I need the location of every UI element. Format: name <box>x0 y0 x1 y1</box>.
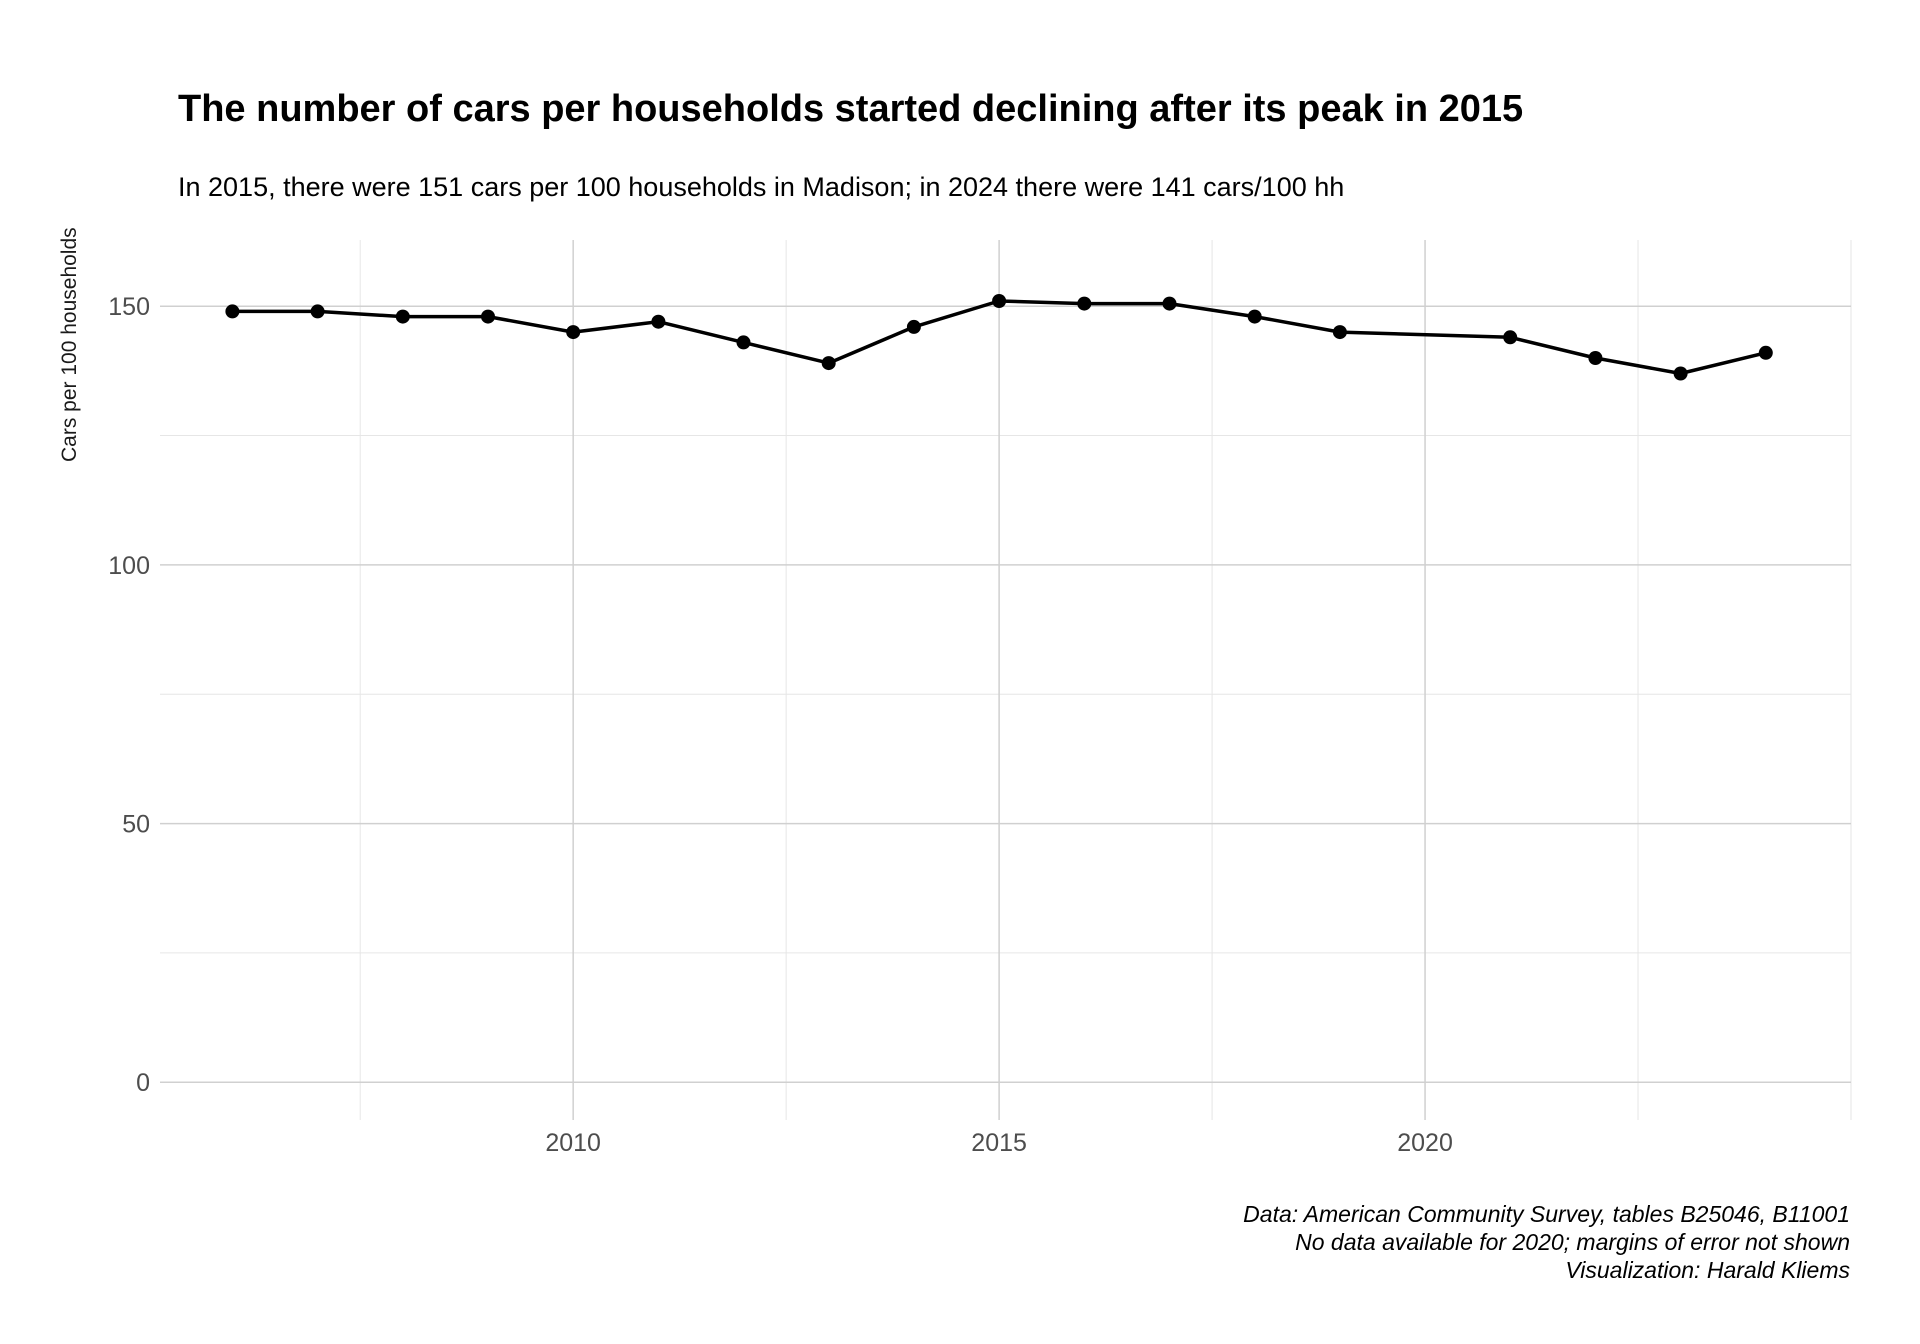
data-point <box>1758 345 1773 360</box>
data-point <box>310 304 325 319</box>
data-point <box>225 304 240 319</box>
data-point <box>566 325 581 340</box>
trend-line <box>230 299 1768 376</box>
data-point <box>1247 309 1262 324</box>
data-point <box>906 319 921 334</box>
page-title: The number of cars per households starte… <box>178 88 1524 130</box>
data-point <box>1162 296 1177 311</box>
data-point <box>481 309 495 324</box>
caption-line-credit: Visualization: Harald Kliems <box>1565 1257 1850 1283</box>
x-tick-label: 2020 <box>1397 1129 1453 1157</box>
data-point <box>736 335 751 350</box>
y-tick-label: 0 <box>136 1069 150 1097</box>
caption-line-source: Data: American Community Survey, tables … <box>1243 1201 1850 1227</box>
data-point <box>1077 296 1092 311</box>
caption: Data: American Community Survey, tables … <box>1243 1200 1850 1284</box>
x-tick-label: 2010 <box>545 1129 601 1157</box>
data-point <box>1588 351 1603 365</box>
data-point <box>1332 325 1347 340</box>
x-tick-label: 2015 <box>971 1129 1027 1157</box>
y-tick-label: 100 <box>108 552 150 580</box>
data-point <box>1673 366 1688 381</box>
chart-subtitle: In 2015, there were 151 cars per 100 hou… <box>178 172 1345 202</box>
data-point <box>1503 330 1518 345</box>
data-point <box>821 356 836 371</box>
data-point <box>651 314 666 329</box>
caption-line-note: No data available for 2020; margins of e… <box>1295 1229 1850 1255</box>
y-tick-label: 150 <box>108 293 150 321</box>
y-tick-label: 50 <box>122 811 150 839</box>
data-point <box>992 294 1007 308</box>
data-point <box>395 309 410 324</box>
